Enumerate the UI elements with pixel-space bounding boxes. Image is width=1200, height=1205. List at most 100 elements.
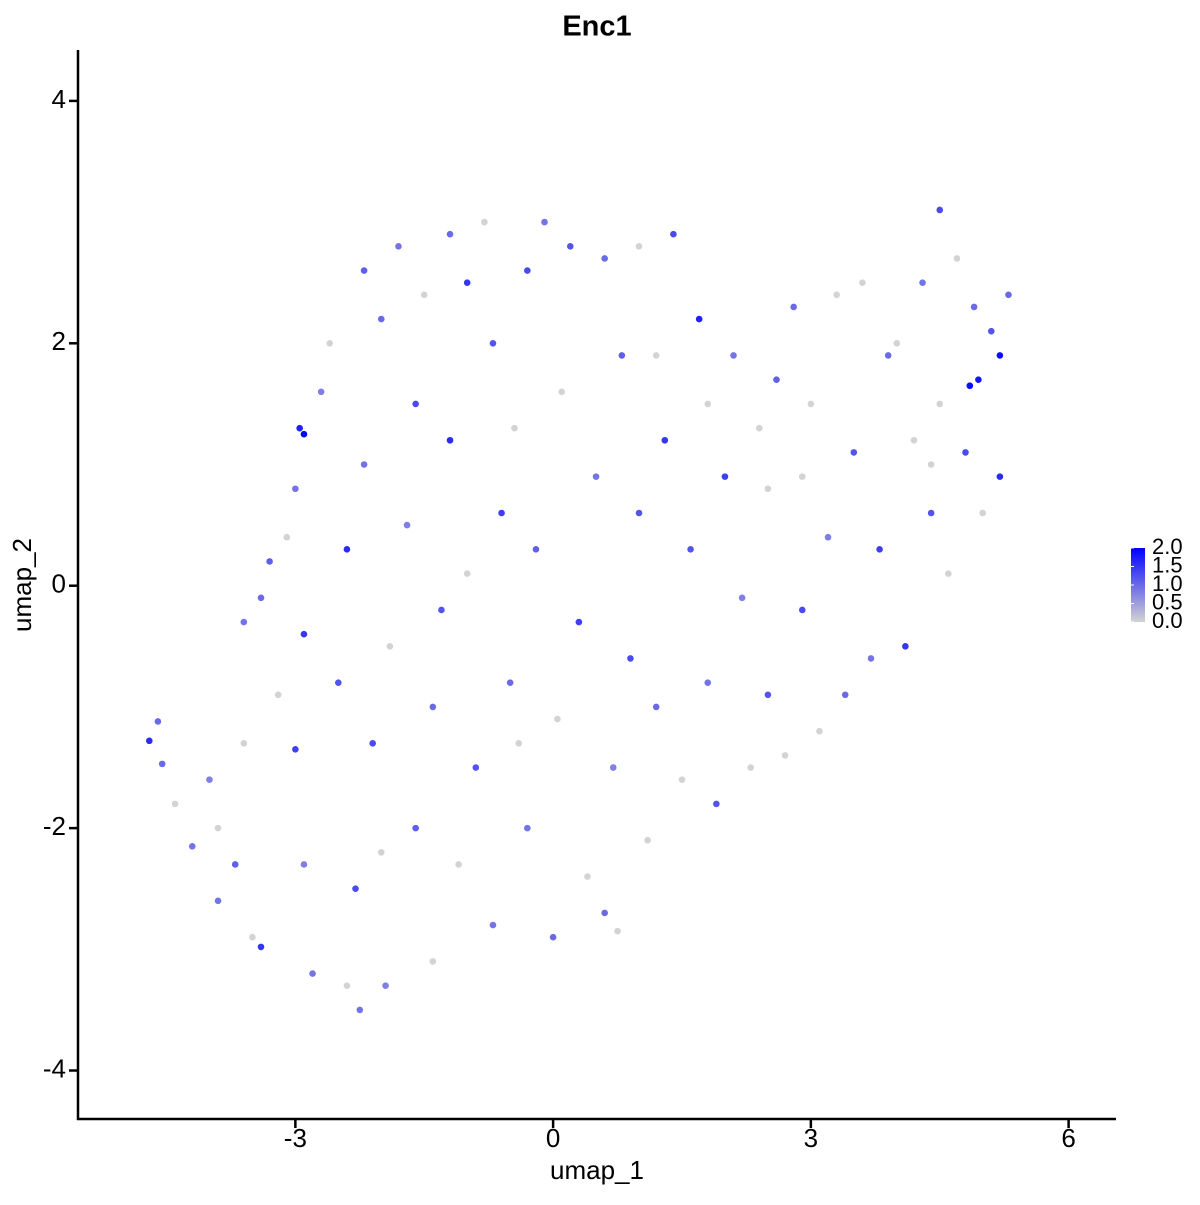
point (300, 630, 308, 638)
point (721, 473, 729, 480)
point (859, 279, 866, 287)
point (463, 279, 471, 287)
point (511, 424, 518, 432)
point (356, 1006, 364, 1014)
point (996, 473, 1004, 480)
point (300, 861, 308, 868)
point (360, 267, 368, 274)
point (283, 533, 291, 541)
point (549, 933, 557, 941)
point (274, 691, 282, 699)
point (850, 449, 858, 456)
point (412, 824, 419, 832)
point (962, 449, 969, 456)
point (343, 982, 351, 989)
point (154, 718, 162, 725)
point (420, 291, 428, 299)
point (824, 533, 832, 541)
point (730, 352, 737, 359)
point (506, 679, 514, 686)
point (489, 921, 497, 929)
point (635, 509, 643, 517)
point (713, 800, 720, 808)
point (292, 485, 299, 493)
point (429, 958, 437, 965)
point (524, 267, 531, 274)
point (927, 461, 935, 468)
point (816, 727, 823, 735)
point (257, 943, 265, 951)
point (627, 655, 634, 662)
point (609, 764, 617, 771)
point (335, 679, 342, 686)
point (652, 352, 660, 359)
point (240, 739, 248, 747)
point (524, 824, 531, 832)
point (541, 218, 548, 226)
point (756, 424, 763, 432)
x-tick-label: 0 (546, 1123, 560, 1153)
point (652, 703, 660, 711)
point (554, 715, 561, 723)
color-tick-label: 2.0 (1152, 534, 1183, 559)
point (927, 509, 935, 517)
y-tick-label: 0 (52, 569, 66, 599)
y-tick-label: -2 (43, 811, 66, 841)
point (532, 546, 540, 553)
point (601, 255, 608, 262)
point (292, 746, 299, 753)
point (910, 436, 918, 444)
y-tick-label: 2 (52, 326, 66, 356)
point (919, 279, 926, 287)
point (377, 849, 385, 856)
point (188, 842, 196, 850)
color-tick-label: 1.5 (1152, 552, 1183, 577)
x-tick-label: 3 (804, 1123, 818, 1153)
point (867, 655, 875, 662)
point (214, 824, 222, 832)
point (403, 521, 411, 529)
point (412, 400, 419, 408)
color-tick-label: 0.0 (1152, 608, 1183, 633)
x-tick-label: -3 (284, 1123, 307, 1153)
y-tick-label: -4 (43, 1053, 66, 1083)
point (678, 776, 686, 783)
point (773, 376, 780, 383)
point (893, 340, 901, 347)
x-tick-label: 6 (1061, 1123, 1075, 1153)
point (876, 546, 883, 553)
point (614, 927, 621, 935)
point (781, 752, 789, 759)
point (146, 737, 153, 745)
point (438, 606, 445, 614)
point (455, 861, 462, 868)
point (764, 485, 772, 493)
point (695, 315, 703, 323)
x-axis-label: umap_1 (550, 1155, 644, 1185)
point (377, 315, 385, 323)
point (489, 340, 497, 347)
point (296, 424, 303, 432)
point (884, 352, 892, 359)
point (979, 509, 986, 517)
point (790, 303, 797, 311)
point (266, 558, 273, 565)
point (360, 461, 368, 468)
point (317, 388, 325, 396)
point (601, 909, 608, 917)
point (798, 473, 806, 480)
point (764, 691, 772, 699)
point (481, 218, 488, 226)
point (635, 243, 643, 250)
point (798, 606, 806, 614)
y-axis-label: umap_2 (7, 538, 37, 632)
point (975, 376, 982, 383)
point (446, 230, 454, 238)
point (171, 800, 179, 808)
point (206, 776, 213, 783)
point (833, 291, 840, 299)
point (326, 340, 334, 347)
point (214, 897, 222, 905)
color-tick-label: 0.5 (1152, 589, 1183, 614)
